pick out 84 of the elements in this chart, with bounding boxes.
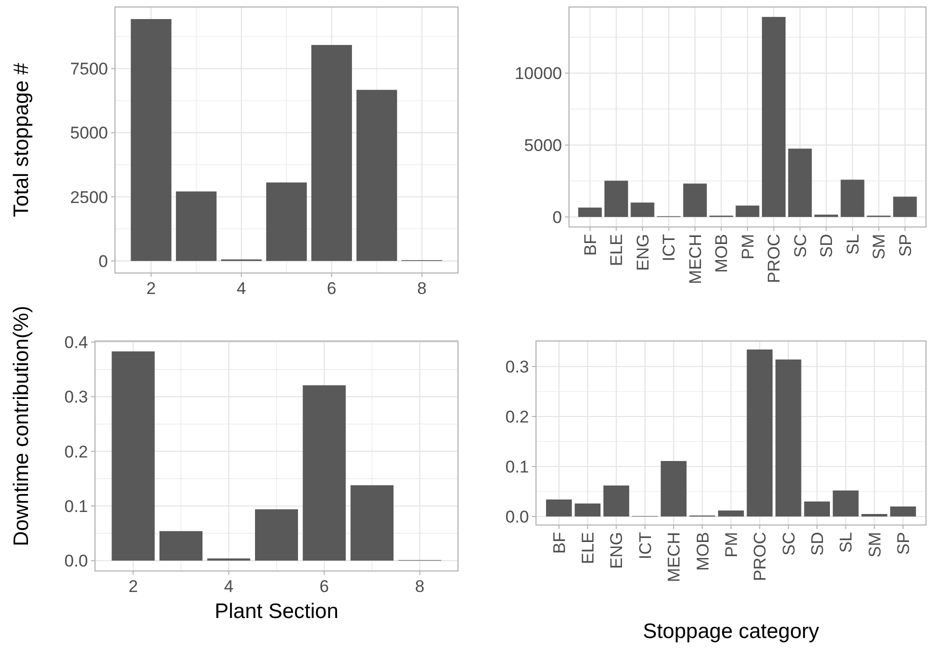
x-tick-label: ELE: [578, 532, 598, 564]
x-tick-label: 2: [128, 577, 138, 596]
x-tick-label: SL: [843, 234, 862, 255]
bar: [112, 351, 155, 561]
bar: [893, 196, 917, 217]
x-tick-label: MECH: [664, 532, 684, 582]
y-tick-label: 0.4: [64, 333, 88, 352]
y-tick-label: 7500: [70, 60, 108, 79]
x-tick-label: 4: [224, 577, 234, 596]
y-tick-label: 0.0: [64, 552, 88, 571]
bar: [746, 350, 773, 516]
x-tick-label: 4: [236, 279, 246, 298]
bar: [788, 148, 812, 217]
y-tick-label: 10000: [514, 64, 562, 84]
y-tick-label: 0.0: [505, 507, 529, 526]
x-tick-label: SP: [896, 234, 915, 257]
bar: [775, 360, 802, 516]
y-tick-label: 0.2: [505, 407, 529, 426]
y-tick-label: 0.1: [64, 496, 88, 516]
bar: [630, 202, 654, 217]
y-tick-label: 5000: [70, 124, 108, 143]
bar: [574, 504, 601, 516]
y-axis-title: Total stoppage #: [10, 62, 33, 218]
bar: [832, 490, 859, 516]
x-tick-label: SL: [836, 532, 856, 553]
x-tick-label: MECH: [686, 234, 705, 284]
bar: [350, 485, 394, 561]
bar: [604, 180, 628, 217]
bar: [207, 558, 250, 561]
y-tick-label: 0.3: [505, 357, 529, 376]
bar: [718, 510, 744, 516]
x-axis-title: Stoppage category: [642, 620, 820, 643]
x-tick-label: ICT: [660, 234, 679, 262]
x-tick-label: 8: [417, 279, 427, 298]
x-tick-label: ENG: [633, 234, 652, 271]
bar: [302, 385, 346, 561]
y-tick-label: 0: [552, 208, 562, 227]
y-tick-label: 0: [98, 252, 108, 271]
x-tick-label: ICT: [636, 532, 655, 560]
bar: [159, 531, 202, 561]
y-tick-label: 2500: [70, 188, 108, 207]
bar: [683, 184, 707, 217]
x-tick-label: SD: [808, 532, 827, 556]
bar: [736, 206, 760, 217]
bar: [176, 191, 217, 261]
y-axis-title: Downtime contribution(%): [10, 306, 33, 546]
x-tick-label: ENG: [607, 532, 626, 569]
x-tick-label: 8: [415, 577, 425, 596]
bar: [130, 19, 172, 261]
x-tick-label: PROC: [764, 234, 784, 284]
x-tick-label: 2: [146, 279, 156, 298]
x-tick-label: MOB: [693, 532, 712, 571]
x-tick-label: SC: [779, 532, 798, 556]
x-tick-label: BF: [580, 234, 600, 256]
bar: [840, 180, 864, 217]
y-tick-label: 0.1: [505, 457, 529, 476]
bar: [578, 208, 602, 217]
x-tick-label: 6: [326, 279, 336, 298]
x-tick-label: 6: [320, 577, 329, 596]
bar: [311, 44, 352, 261]
bar: [255, 509, 298, 561]
x-tick-label: PROC: [750, 532, 770, 582]
x-tick-label: SM: [865, 532, 884, 558]
x-tick-label: SP: [894, 532, 914, 555]
bar: [266, 182, 307, 261]
bar: [660, 461, 687, 516]
y-tick-label: 0.3: [64, 388, 88, 407]
bar: [804, 502, 830, 516]
bar: [546, 500, 572, 516]
bar: [762, 16, 786, 217]
y-tick-label: 5000: [524, 136, 562, 155]
x-tick-label: SM: [870, 234, 889, 260]
y-tick-label: 0.2: [64, 442, 88, 462]
x-tick-label: MOB: [712, 234, 732, 273]
bar: [890, 506, 916, 516]
x-tick-label: SC: [790, 234, 810, 258]
x-axis-title: Plant Section: [214, 600, 338, 623]
x-tick-label: BF: [550, 532, 569, 554]
x-tick-label: PM: [738, 234, 758, 260]
bar: [603, 486, 630, 516]
bar: [356, 90, 398, 261]
x-tick-label: SD: [817, 234, 836, 258]
x-tick-label: ELE: [607, 234, 626, 266]
x-tick-label: PM: [722, 532, 741, 558]
